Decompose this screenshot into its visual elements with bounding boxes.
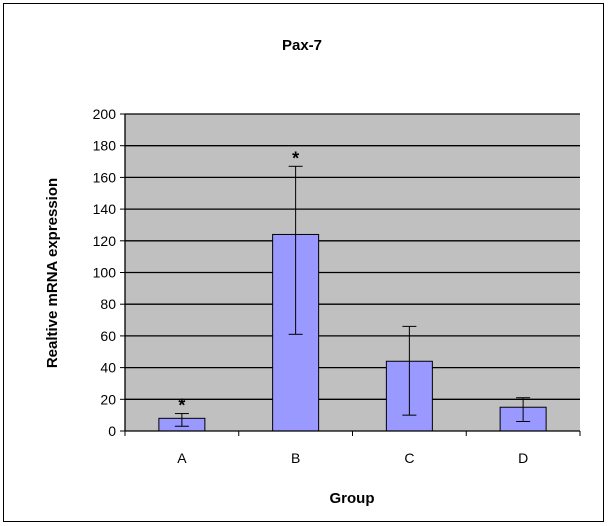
x-tick-labels: A B C D [177,450,528,466]
y-tick-label-140: 140 [93,201,117,217]
x-tick-label-D: D [518,450,528,466]
x-tick-label-A: A [177,450,187,466]
y-tick-label-40: 40 [100,360,116,376]
y-tick-label-120: 120 [93,233,117,249]
y-tick-label-100: 100 [93,265,117,281]
y-tick-label-80: 80 [100,296,116,312]
y-tick-label-60: 60 [100,328,116,344]
y-tick-label-160: 160 [93,169,117,185]
x-tick-label-B: B [291,450,300,466]
x-tick-label-C: C [404,450,414,466]
significance-marker-B: * [292,148,299,168]
significance-markers: ** [178,148,299,415]
significance-marker-A: * [178,396,185,416]
y-tick-label-20: 20 [100,391,116,407]
y-axis-label: Realtive mRNA expression [44,178,61,368]
chart-title: Pax-7 [282,37,322,54]
y-tick-label-0: 0 [108,423,116,439]
x-axis-label: Group [330,490,375,507]
axes-group [120,113,581,436]
y-tick-label-180: 180 [93,138,117,154]
y-tick-label-200: 200 [93,106,117,122]
gridlines [125,113,580,400]
y-tick-labels: 0 20 40 60 80 100 120 140 160 180 200 [93,106,117,439]
error-bars-group [174,165,531,427]
